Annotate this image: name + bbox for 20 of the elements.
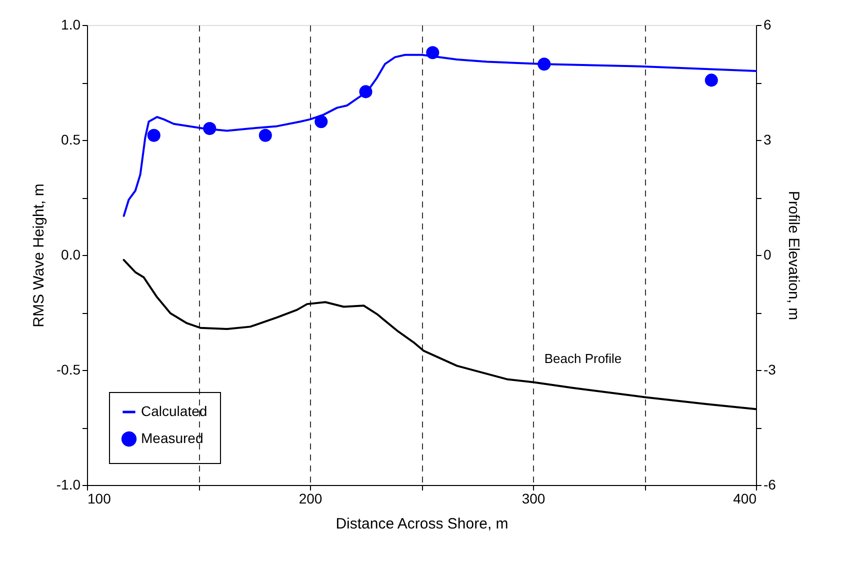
y2-axis-title: Profile Elevation, m (784, 190, 802, 320)
y-tick-label: 0.5 (61, 132, 81, 148)
x-tick-label: 300 (522, 490, 546, 506)
y-tick-label: -1.0 (56, 476, 81, 492)
y-tick-label: 1.0 (61, 16, 81, 32)
y-tick-label: 0.0 (61, 246, 81, 262)
y-tick-label: -0.5 (56, 362, 81, 378)
y2-tick-label: 6 (764, 16, 772, 32)
x-tick-label: 200 (298, 490, 322, 506)
x-tick-label: 100 (88, 490, 112, 506)
y2-tick-label: 0 (764, 246, 772, 262)
legend-label: Measured (141, 430, 204, 446)
annotation: Beach Profile (544, 351, 622, 366)
y-axis-title: RMS Wave Height, m (30, 184, 48, 328)
y2-tick-label: 3 (764, 132, 772, 148)
x-axis-title: Distance Across Shore, m (336, 516, 508, 532)
legend-label: Calculated (141, 403, 208, 419)
y2-tick-label: -3 (764, 362, 776, 378)
y2-tick-label: -6 (764, 476, 776, 492)
x-tick-label: 400 (733, 490, 757, 506)
